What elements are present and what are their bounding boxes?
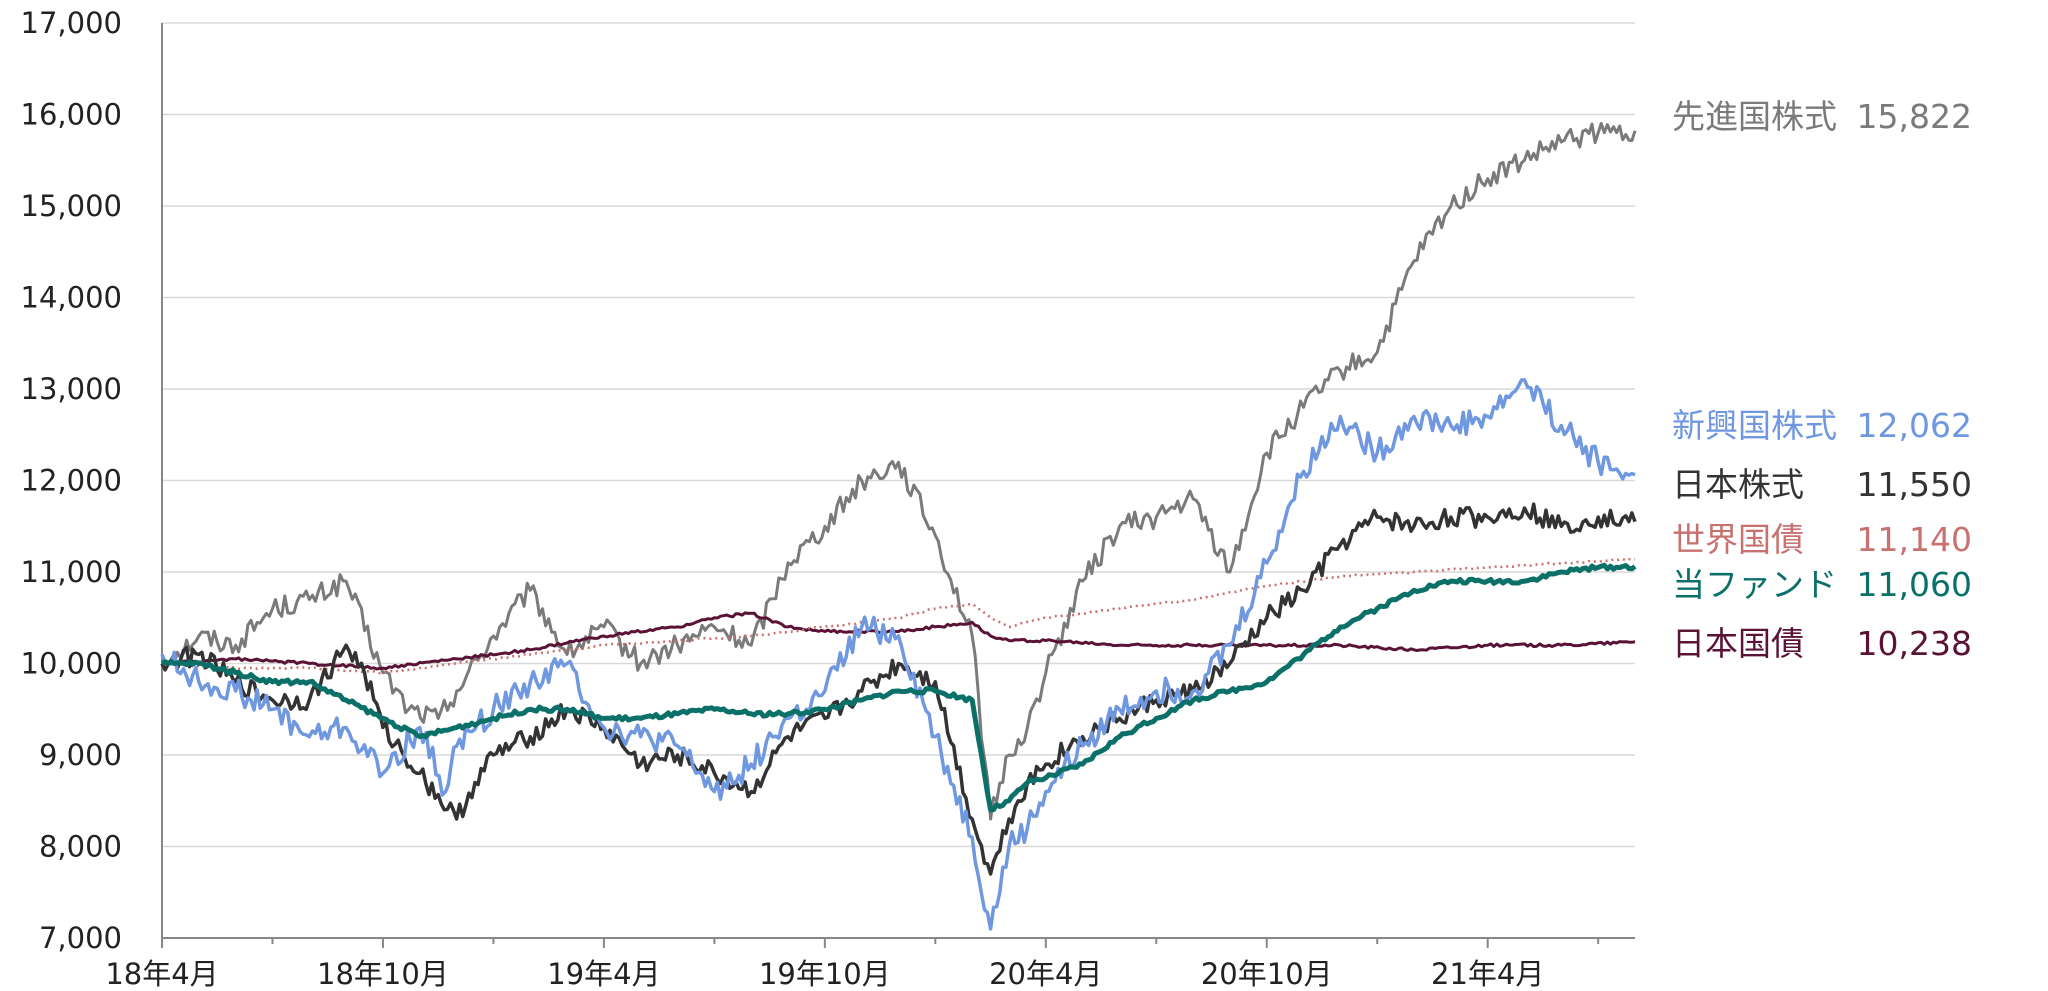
series-name-label: 日本株式 <box>1672 465 1804 504</box>
series-labels: 先進国株式 15,822 新興国株式 12,062 日本株式 11,550 世界国債 11,1… <box>1672 97 1972 663</box>
y-tick-label: 13,000 <box>21 372 122 406</box>
series-lines <box>160 122 1637 931</box>
y-tick-label: 11,000 <box>21 555 122 589</box>
x-tick-label: 20年10月 <box>1201 957 1333 991</box>
x-tick-label: 19年4月 <box>547 957 660 991</box>
y-tick-label: 9,000 <box>39 738 122 772</box>
y-tick-label: 7,000 <box>39 921 122 955</box>
x-tick-label: 21年4月 <box>1431 957 1544 991</box>
x-tick-label: 19年10月 <box>759 957 891 991</box>
axes <box>161 23 1635 948</box>
x-axis-ticks: 18年4月 18年10月 19年4月 19年10月 20年4月 20年10月 21年4月 <box>105 957 1544 991</box>
series-line-3 <box>161 557 1636 675</box>
series-line-4 <box>160 562 1637 813</box>
series-value-label: 11,140 <box>1857 520 1972 559</box>
y-tick-label: 14,000 <box>21 281 122 315</box>
series-line-5 <box>161 611 1636 671</box>
y-tick-label: 16,000 <box>21 98 122 132</box>
y-tick-label: 17,000 <box>21 6 122 40</box>
y-tick-label: 8,000 <box>39 830 122 864</box>
x-tick-label: 20年4月 <box>989 957 1102 991</box>
series-value-label: 12,062 <box>1857 406 1972 445</box>
y-axis-ticks: 7,000 8,000 9,000 10,000 11,000 12,000 13,000 1… <box>21 6 122 955</box>
series-name-label: 日本国債 <box>1672 624 1804 663</box>
y-tick-label: 10,000 <box>21 647 122 681</box>
series-name-label: 当ファンド <box>1672 565 1837 604</box>
y-tick-label: 12,000 <box>21 464 122 498</box>
series-name-label: 新興国株式 <box>1672 406 1837 445</box>
series-value-label: 11,060 <box>1857 565 1972 604</box>
series-name-label: 先進国株式 <box>1672 97 1837 136</box>
series-value-label: 10,238 <box>1857 624 1972 663</box>
series-name-label: 世界国債 <box>1672 520 1804 559</box>
series-line-2 <box>160 502 1637 876</box>
y-tick-label: 15,000 <box>21 189 122 223</box>
x-tick-label: 18年10月 <box>317 957 449 991</box>
series-value-label: 15,822 <box>1857 97 1972 136</box>
series-line-0 <box>161 122 1637 821</box>
x-tick-label: 18年4月 <box>105 957 218 991</box>
series-value-label: 11,550 <box>1857 465 1972 504</box>
